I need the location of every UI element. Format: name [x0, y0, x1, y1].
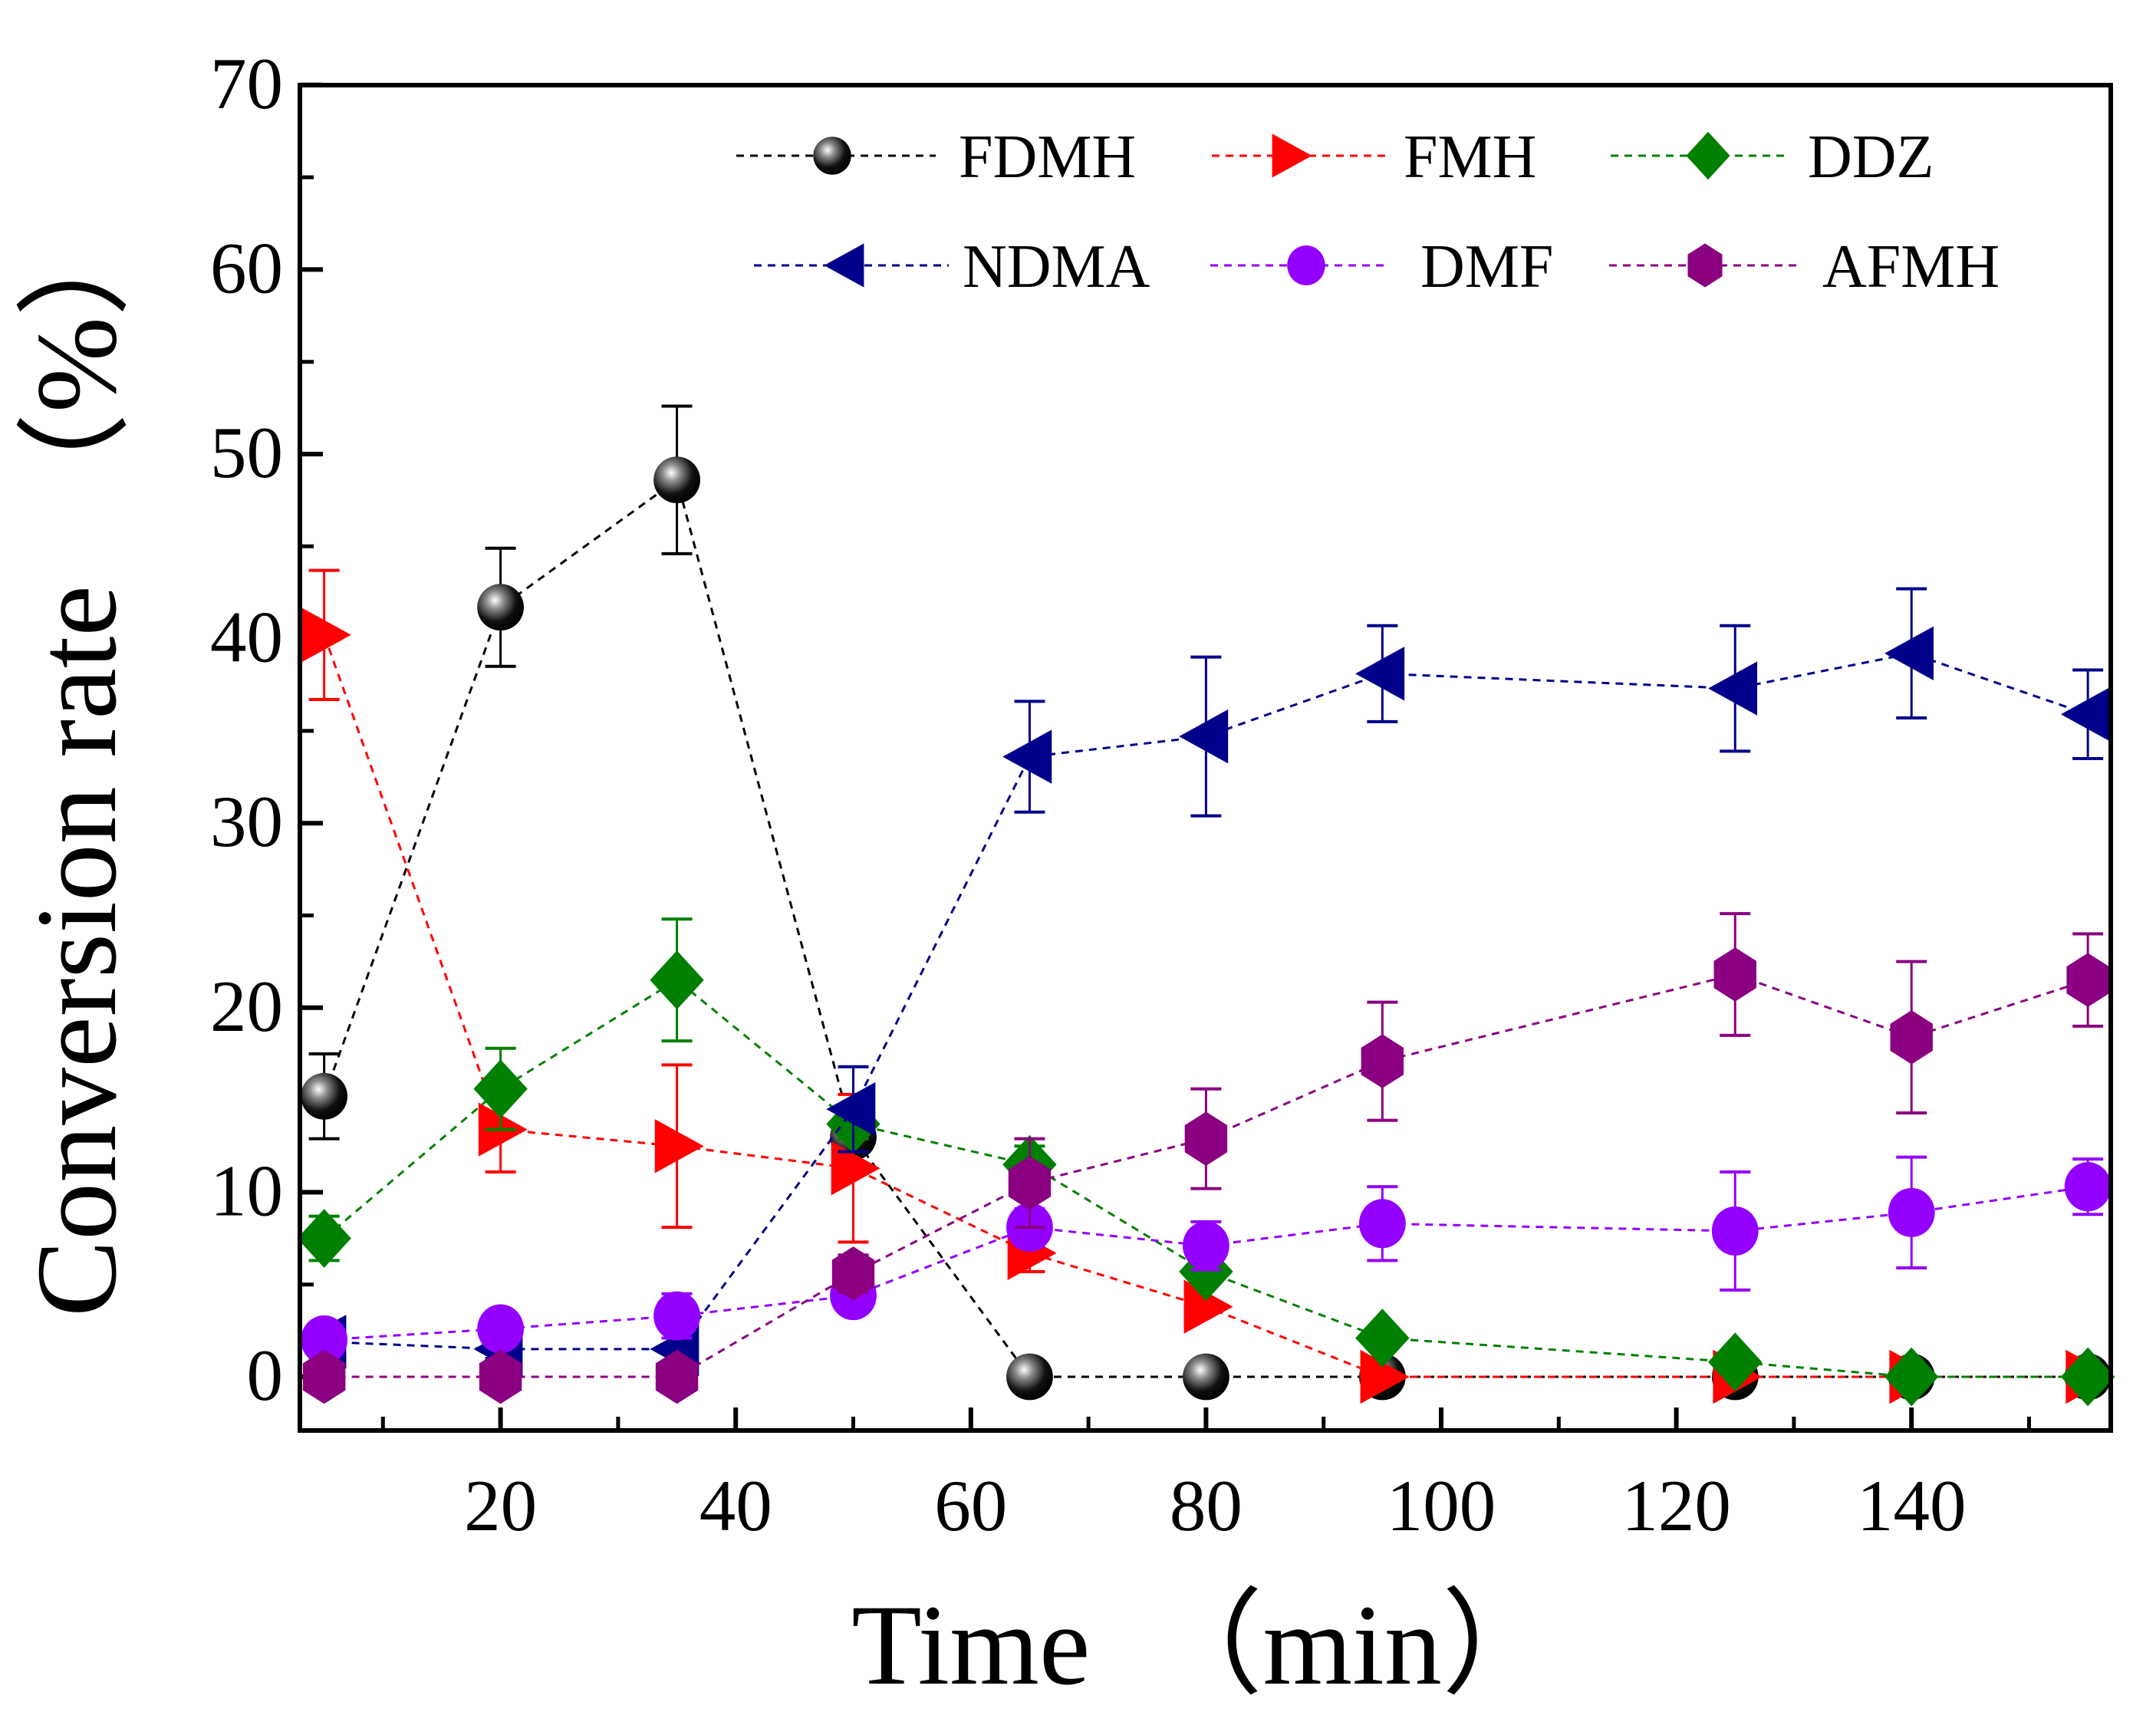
x-tick-label: 140 [1857, 1465, 1967, 1546]
legend-item-fmh: FMH [1212, 123, 1536, 191]
x-tick-label: 40 [699, 1465, 772, 1546]
y-tick-label: 50 [210, 412, 283, 493]
legend-item-ndma: NDMA [754, 233, 1150, 301]
axes: 0 10 20 30 40 50 60 70 20 40 60 80 100 120 140 [210, 43, 2031, 1546]
triangle-left-marker [2060, 687, 2110, 742]
series-line [323, 478, 2089, 1378]
legend-item-fdmh: FDMH [736, 123, 1136, 191]
diamond-marker [473, 1059, 528, 1119]
hexagon-marker [1361, 1034, 1404, 1088]
legend-item-ddz: DDZ [1611, 123, 1934, 191]
sphere-marker [477, 584, 524, 631]
hexagon-marker [655, 1349, 699, 1404]
triangle-right-marker [831, 1141, 881, 1196]
hexagon-marker [1184, 1111, 1228, 1166]
series-dmf [301, 1155, 2112, 1365]
triangle-right-marker [1183, 1279, 1233, 1334]
circle-marker [653, 1291, 700, 1341]
legend-item-dmf: DMF [1210, 233, 1553, 301]
triangle-left-marker [1355, 647, 1405, 701]
sphere-marker [813, 137, 851, 175]
triangle-left-marker [1002, 729, 1052, 784]
x-tick-label: 20 [464, 1465, 537, 1546]
hexagon-marker [2066, 953, 2109, 1007]
legend-label: DDZ [1808, 123, 1934, 191]
circle-marker [1183, 1221, 1229, 1271]
x-tick-label: 80 [1170, 1465, 1243, 1546]
plot-frame [298, 83, 2113, 1433]
circle-marker [477, 1304, 524, 1354]
y-tick-label: 60 [210, 227, 283, 308]
triangle-right-marker [301, 607, 351, 662]
sphere-marker [301, 1072, 348, 1120]
diamond-marker [1686, 131, 1730, 180]
y-tick-label: 40 [210, 597, 283, 678]
diamond-marker [297, 1209, 351, 1268]
diamond-marker [1179, 1242, 1233, 1302]
circle-marker [1888, 1187, 1935, 1237]
y-tick-label: 10 [210, 1150, 283, 1231]
x-tick-label: 120 [1621, 1465, 1731, 1546]
series-line [324, 1185, 2089, 1342]
legend-label: NDMA [963, 233, 1150, 301]
legend-label: FDMH [959, 123, 1136, 191]
diamond-marker [650, 950, 704, 1010]
hexagon-marker [1687, 243, 1723, 288]
hexagon-marker [1713, 947, 1756, 1002]
y-tick-label: 30 [210, 781, 283, 862]
y-axis-label: Conversion rate （%） [13, 202, 140, 1317]
y-tick-label: 20 [210, 966, 283, 1047]
legend-label: AFMH [1822, 233, 2000, 301]
hexagon-marker [831, 1246, 875, 1301]
y-tick-label: 0 [247, 1335, 284, 1416]
sphere-marker [1006, 1353, 1053, 1401]
triangle-left-marker [1884, 626, 1934, 681]
diamond-marker [1708, 1332, 1763, 1392]
triangle-left-marker [826, 1081, 876, 1137]
series-line [324, 652, 2089, 1351]
circle-marker [1711, 1206, 1759, 1256]
series-line [323, 978, 2089, 1378]
diamond-marker [2060, 1347, 2115, 1407]
triangle-left-marker [824, 243, 864, 288]
triangle-right-marker [654, 1119, 704, 1174]
series-line [323, 634, 2089, 1378]
legend-label: DMF [1420, 233, 1553, 301]
series-afmh [302, 912, 2109, 1404]
series-line [324, 973, 2089, 1378]
x-tick-label: 100 [1387, 1465, 1496, 1546]
legend-label: FMH [1404, 123, 1536, 191]
hexagon-marker [479, 1349, 522, 1404]
y-tick-label: 70 [210, 43, 283, 124]
sphere-marker [653, 456, 700, 504]
x-tick-label: 60 [934, 1465, 1007, 1546]
series-layer [297, 404, 2115, 1407]
circle-marker [301, 1315, 348, 1365]
triangle-left-marker [1179, 709, 1229, 764]
circle-marker [1287, 245, 1325, 285]
hexagon-marker [302, 1349, 346, 1404]
x-axis-label: Time （min） [851, 1582, 1557, 1709]
legend-item-afmh: AFMH [1609, 233, 2000, 301]
legend: FDMH FMH DDZ NDMA DMF AFMH [736, 123, 2000, 301]
diamond-marker [1884, 1347, 1939, 1407]
triangle-right-marker [1360, 1349, 1410, 1404]
diamond-marker [1355, 1309, 1410, 1368]
sphere-marker [1183, 1353, 1229, 1401]
triangle-right-marker [1272, 133, 1312, 178]
triangle-left-marker [1708, 661, 1758, 716]
hexagon-marker [1890, 1010, 1933, 1065]
circle-marker [2064, 1162, 2112, 1212]
circle-marker [1358, 1199, 1406, 1249]
hexagon-marker [1008, 1156, 1052, 1210]
